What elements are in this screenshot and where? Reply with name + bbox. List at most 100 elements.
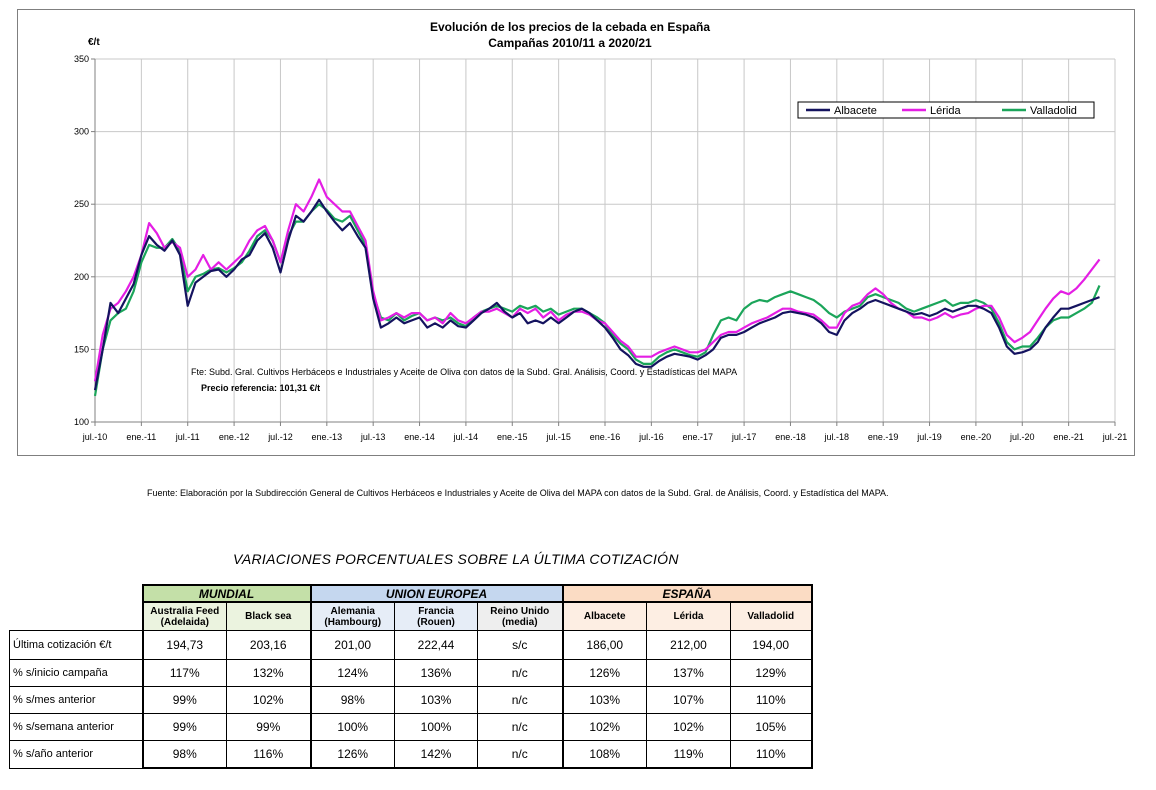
table-cell: 98% <box>309 686 395 714</box>
chart-frame: Evolución de los precios de la cebada en… <box>17 9 1135 456</box>
x-tick-label: jul.-16 <box>638 432 664 442</box>
x-tick-label: jul.-18 <box>824 432 850 442</box>
series-line-valladolid <box>93 203 1101 397</box>
x-tick-label: ene.-16 <box>590 432 621 442</box>
table-cell: 98% <box>141 740 227 769</box>
legend: Albacete Lérida Valladolid <box>797 101 1095 119</box>
col-header: Black sea <box>226 601 312 631</box>
y-tick-label: 300 <box>74 127 89 137</box>
table-row: % s/mes anterior 99% 102% 98% 103% n/c 103% 107… <box>9 686 813 714</box>
table-cell: 124% <box>309 659 395 687</box>
x-tick-label: jul.-21 <box>1102 432 1128 442</box>
table-cell: s/c <box>477 630 564 660</box>
x-tick-label: jul.-11 <box>175 432 200 442</box>
table-cell: 103% <box>561 686 647 714</box>
table-cell: 99% <box>226 713 312 741</box>
legend-box <box>797 101 1095 119</box>
col-header: Australia Feed (Adelaida) <box>141 601 227 631</box>
x-tick-label: jul.-10 <box>82 432 108 442</box>
table-cell: 108% <box>561 740 647 769</box>
source-annotation: Fte: Subd. Gral. Cultivos Herbáceos e In… <box>191 367 737 377</box>
y-axis-unit: €/t <box>88 37 100 48</box>
y-tick-label: 350 <box>74 54 89 64</box>
group-espana: ESPAÑA <box>561 584 813 603</box>
y-tick-label: 100 <box>74 417 89 427</box>
table-cell: 201,00 <box>309 630 395 660</box>
table-row: Última cotización €/t 194,73 203,16 201,00 2… <box>9 630 813 660</box>
row-label: % s/mes anterior <box>9 686 143 714</box>
table-cell: 222,44 <box>394 630 478 660</box>
table-cell: 105% <box>730 713 813 741</box>
table-cell: 117% <box>141 659 227 687</box>
y-tick-label: 150 <box>74 344 89 354</box>
x-tick-label: ene.-20 <box>961 432 992 442</box>
x-tick-label: jul.-20 <box>1009 432 1035 442</box>
table-cell: 100% <box>394 713 478 741</box>
table-title: VARIACIONES PORCENTUALES SOBRE LA ÚLTIMA… <box>233 551 679 567</box>
x-tick-label: ene.-12 <box>219 432 250 442</box>
table-cell: 102% <box>226 686 312 714</box>
x-tick-label: jul.-15 <box>545 432 571 442</box>
series-lines <box>93 178 1101 397</box>
row-label: % s/año anterior <box>9 740 143 769</box>
x-tick-label: jul.-13 <box>360 432 386 442</box>
x-tick-label: jul.-12 <box>267 432 293 442</box>
table-cell: 129% <box>730 659 813 687</box>
series-line-albacete <box>93 198 1100 391</box>
table-cell: 103% <box>394 686 478 714</box>
table-cell: 110% <box>730 740 813 769</box>
legend-label: Valladolid <box>1030 105 1077 117</box>
row-label: % s/semana anterior <box>9 713 143 741</box>
x-tick-label: ene.-13 <box>312 432 343 442</box>
price-chart: Evolución de los precios de la cebada en… <box>74 20 1127 442</box>
table-cell: 100% <box>309 713 395 741</box>
table-cell: 186,00 <box>561 630 647 660</box>
table-cell: 132% <box>226 659 312 687</box>
group-union-europea: UNION EUROPEA <box>309 584 564 603</box>
y-tick-label: 250 <box>74 199 89 209</box>
group-mundial: MUNDIAL <box>141 584 312 603</box>
chart-subtitle: Campañas 2010/11 a 2020/21 <box>488 36 652 50</box>
table-row: % s/inicio campaña 117% 132% 124% 136% n/c 126… <box>9 659 813 687</box>
table-row: % s/año anterior 98% 116% 126% 142% n/c 108% 11… <box>9 740 813 769</box>
col-header: Alemania (Hambourg) <box>309 601 395 631</box>
table-cell: n/c <box>477 713 564 741</box>
x-tick-label: ene.-18 <box>775 432 806 442</box>
table-cell: 194,00 <box>730 630 813 660</box>
reference-price-annotation: Precio referencia: 101,31 €/t <box>201 383 320 393</box>
variations-table: MUNDIAL UNION EUROPEA ESPAÑA Australia F… <box>9 584 813 769</box>
table-cell: 116% <box>226 740 312 769</box>
grid <box>94 58 1116 423</box>
x-tick-label: ene.-11 <box>126 432 156 442</box>
table-cell: 136% <box>394 659 478 687</box>
table-cell: 126% <box>309 740 395 769</box>
table-cell: 102% <box>561 713 647 741</box>
table-cell: 212,00 <box>646 630 731 660</box>
row-label: Última cotización €/t <box>9 630 143 660</box>
x-tick-label: ene.-17 <box>682 432 713 442</box>
table-cell: 203,16 <box>226 630 312 660</box>
x-tick-label: ene.-19 <box>868 432 899 442</box>
table-cell: 137% <box>646 659 731 687</box>
table-cell: n/c <box>477 740 564 769</box>
y-tick-label: 200 <box>74 272 89 282</box>
col-header: Valladolid <box>730 601 813 631</box>
table-cell: 99% <box>141 686 227 714</box>
table-cell: n/c <box>477 659 564 687</box>
axes: 100 150 200 250 300 350 jul.-10 ene.-11 jul.-11 e… <box>74 54 1127 442</box>
source-note: Fuente: Elaboración por la Subdirección … <box>147 488 889 498</box>
table-cell: 107% <box>646 686 731 714</box>
table-cell: 194,73 <box>141 630 227 660</box>
table-cell: n/c <box>477 686 564 714</box>
x-tick-label: ene.-15 <box>497 432 528 442</box>
col-header: Albacete <box>561 601 647 631</box>
x-tick-label: jul.-17 <box>731 432 757 442</box>
x-tick-label: jul.-19 <box>916 432 942 442</box>
table-cell: 119% <box>646 740 731 769</box>
col-header: Lérida <box>646 601 731 631</box>
x-tick-label: jul.-14 <box>453 432 479 442</box>
legend-label: Lérida <box>930 105 961 117</box>
x-tick-label: ene.-14 <box>404 432 435 442</box>
x-tick-label: ene.-21 <box>1053 432 1084 442</box>
table-cell: 99% <box>141 713 227 741</box>
